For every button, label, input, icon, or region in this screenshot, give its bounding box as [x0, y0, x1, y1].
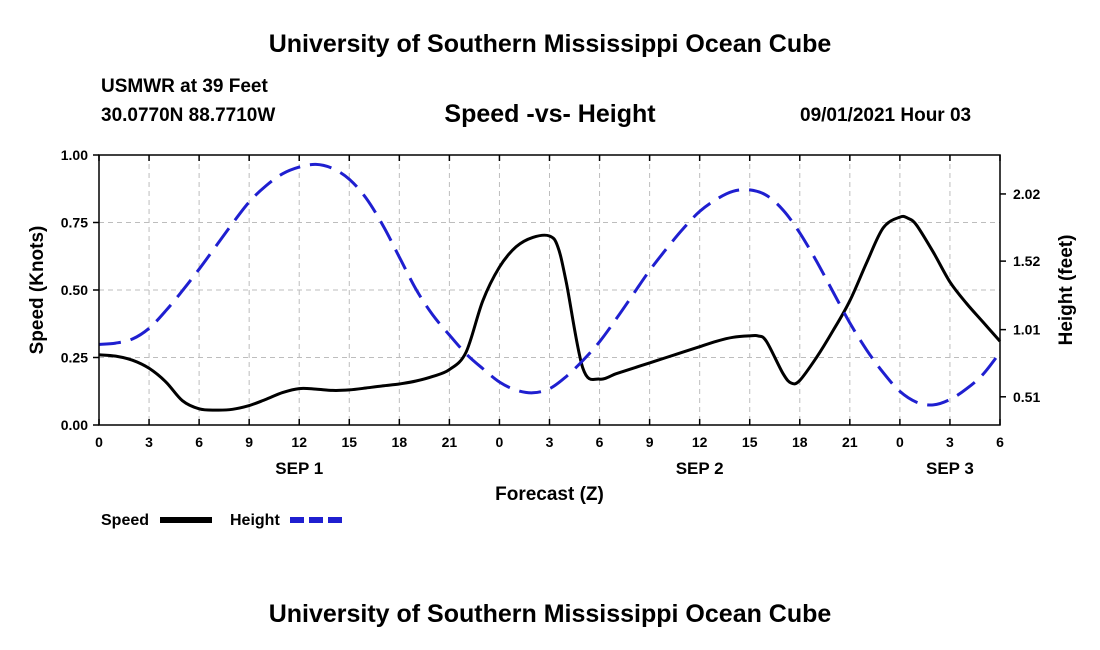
y-tick-label-right: 1.01: [1013, 322, 1040, 338]
chart-title: Speed -vs- Height: [444, 100, 656, 128]
x-tick-label: 12: [291, 434, 307, 450]
date-label: SEP 2: [676, 459, 724, 478]
y-tick-label-left: 0.00: [61, 417, 88, 433]
chart-legend: Speed Height: [101, 512, 342, 529]
x-tick-label: 3: [946, 434, 954, 450]
y-tick-label-left: 0.25: [61, 350, 88, 366]
x-tick-label: 15: [341, 434, 357, 450]
x-tick-label: 18: [792, 434, 808, 450]
y-tick-label-right: 0.51: [1013, 389, 1040, 405]
date-label: SEP 1: [275, 459, 323, 478]
y-axis-label-right: Height (feet): [1056, 235, 1077, 346]
chart-series: [98, 162, 1002, 412]
y-tick-label-left: 0.75: [61, 215, 88, 231]
page-title-bottom: University of Southern Mississippi Ocean…: [268, 600, 832, 628]
x-tick-label: 6: [195, 434, 203, 450]
x-tick-label: 0: [95, 434, 103, 450]
y-tick-label-left: 0.50: [61, 282, 88, 298]
legend-label-height: Height: [230, 512, 280, 529]
chart-axes: 0 3 6 9 12 15 18 21 0 3 6 9 12 15 18 21 0 3 6 SEP 1 SEP 2 SEP…: [61, 147, 1041, 478]
x-tick-label: 0: [896, 434, 904, 450]
y-tick-label-right: 1.52: [1013, 253, 1040, 269]
x-tick-label: 6: [996, 434, 1004, 450]
x-tick-label: 0: [496, 434, 504, 450]
page-title-top: University of Southern Mississippi Ocean…: [268, 30, 832, 58]
x-tick-label: 3: [145, 434, 153, 450]
station-label: USMWR at 39 Feet: [101, 76, 268, 97]
chart-grid: [99, 155, 1000, 425]
x-axis-label: Forecast (Z): [495, 484, 604, 505]
y-axis-label-left: Speed (Knots): [27, 226, 48, 355]
x-tick-label: 9: [646, 434, 654, 450]
series-line-height: [98, 162, 1002, 407]
x-tick-label: 21: [842, 434, 858, 450]
y-tick-label-right: 2.02: [1013, 186, 1040, 202]
x-tick-label: 9: [245, 434, 253, 450]
x-tick-label: 21: [442, 434, 458, 450]
series-line-speed: [98, 214, 1002, 412]
x-tick-label: 18: [392, 434, 408, 450]
date-label: SEP 3: [926, 459, 974, 478]
legend-label-speed: Speed: [101, 512, 149, 529]
forecast-timestamp: 09/01/2021 Hour 03: [800, 105, 972, 126]
x-tick-label: 3: [546, 434, 554, 450]
station-coordinates: 30.0770N 88.7710W: [101, 105, 276, 126]
y-tick-label-left: 1.00: [61, 147, 88, 163]
x-tick-label: 15: [742, 434, 758, 450]
x-tick-label: 6: [596, 434, 604, 450]
x-tick-label: 12: [692, 434, 708, 450]
